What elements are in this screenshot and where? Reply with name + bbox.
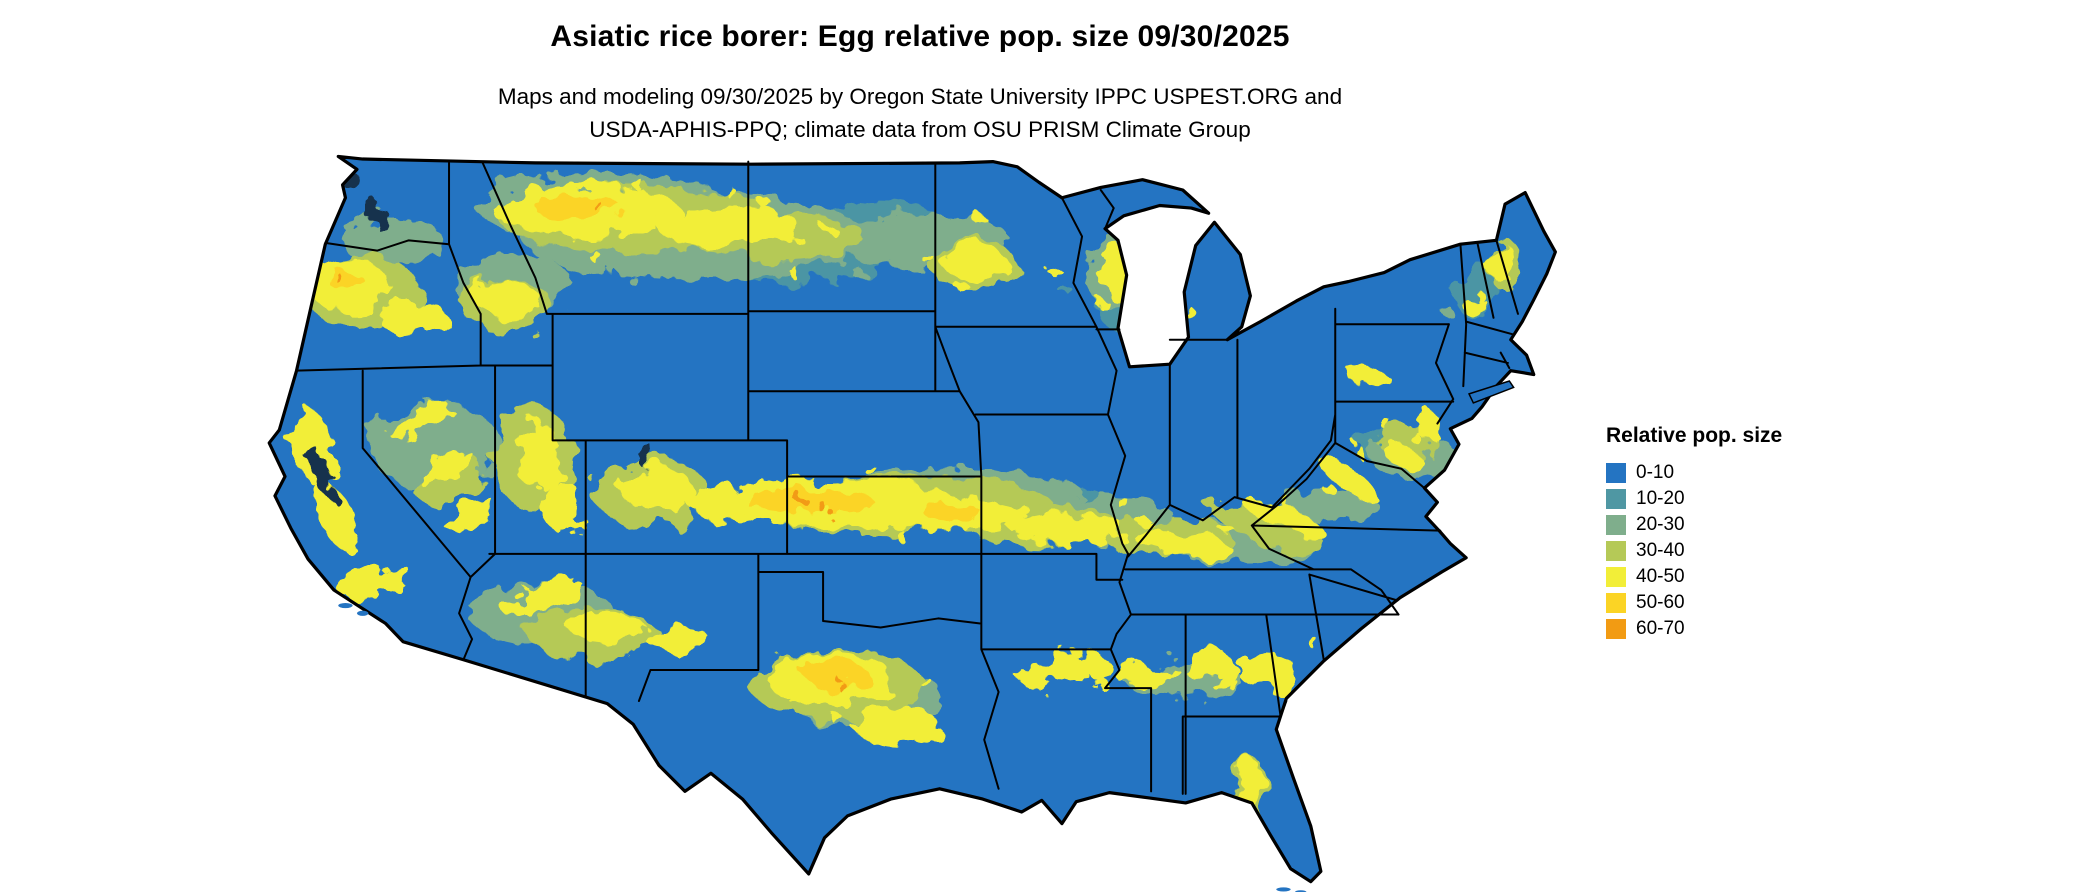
legend-label: 60-70 [1636, 618, 1685, 639]
map-legend: Relative pop. size 0-10 10-20 20-30 30-4… [1606, 424, 1782, 642]
legend-swatch [1606, 463, 1626, 483]
legend-item: 0-10 [1606, 460, 1782, 486]
map-subtitle: Maps and modeling 09/30/2025 by Oregon S… [0, 80, 1840, 146]
legend-label: 30-40 [1636, 540, 1685, 561]
legend-item: 20-30 [1606, 512, 1782, 538]
legend-label: 0-10 [1636, 462, 1675, 483]
map-outline [269, 156, 1555, 881]
legend-item: 30-40 [1606, 538, 1782, 564]
map-subtitle-line2: USDA-APHIS-PPQ; climate data from OSU PR… [589, 117, 1251, 142]
legend-swatch [1606, 489, 1626, 509]
legend-swatch [1606, 541, 1626, 561]
legend-item: 10-20 [1606, 486, 1782, 512]
raster-layer [269, 156, 1556, 882]
legend-item: 40-50 [1606, 564, 1782, 590]
legend-label: 40-50 [1636, 566, 1685, 587]
legend-label: 50-60 [1636, 592, 1685, 613]
us-population-map [262, 150, 1564, 892]
state-borders [297, 162, 1518, 794]
long-island [1469, 381, 1514, 403]
legend-swatch [1606, 593, 1626, 613]
legend-label: 20-30 [1636, 514, 1685, 535]
page-title: Asiatic rice borer: Egg relative pop. si… [550, 20, 1290, 53]
map-subtitle-line1: Maps and modeling 09/30/2025 by Oregon S… [497, 84, 1343, 109]
legend-title: Relative pop. size [1606, 424, 1783, 447]
legend-item: 60-70 [1606, 616, 1782, 642]
legend-swatch [1606, 619, 1626, 639]
legend-label: 10-20 [1636, 488, 1685, 509]
legend-swatch [1606, 515, 1626, 535]
legend-item: 50-60 [1606, 590, 1782, 616]
legend-swatch [1606, 567, 1626, 587]
